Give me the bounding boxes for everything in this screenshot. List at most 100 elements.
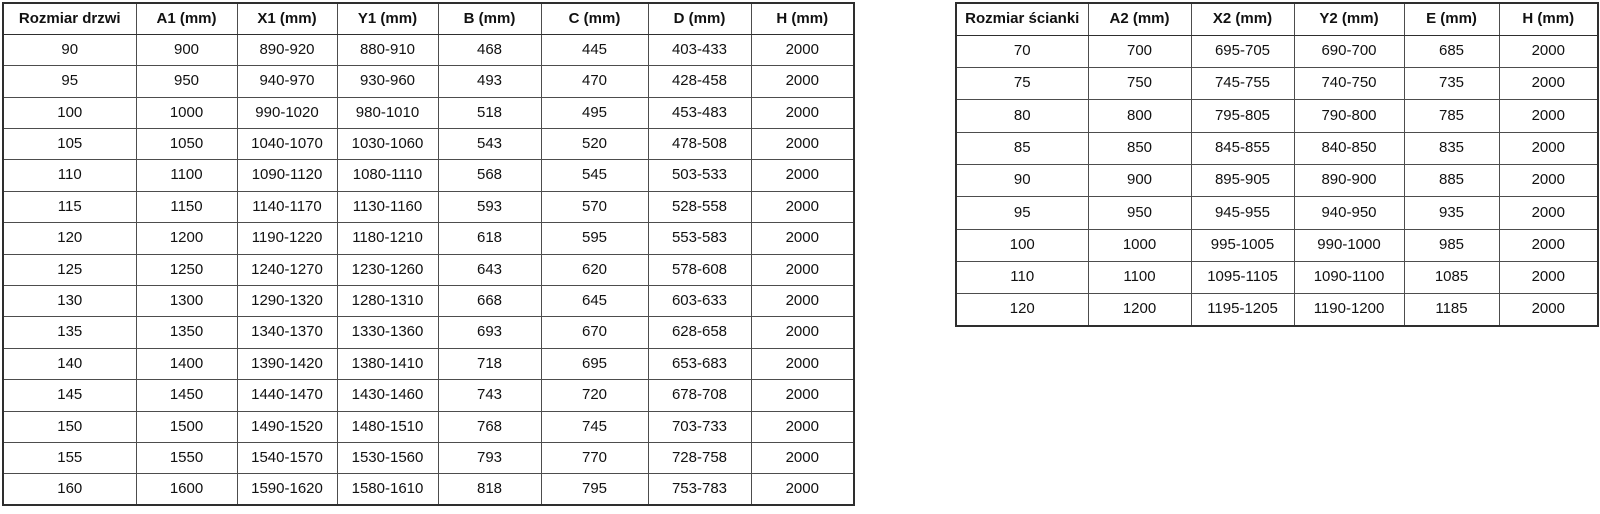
table-cell: 1100 [135,159,238,192]
table-cell: 100 [2,96,137,130]
table-cell: 790-800 [1293,99,1405,133]
table-cell: 403-433 [647,33,752,67]
table-cell: 695 [540,347,649,381]
table-cell: 690-700 [1293,34,1405,69]
table-cell: 618 [437,222,542,255]
table-row: 120 1200 1195-1205 1190-1200 1185 2000 [955,293,1599,327]
table-cell: 990-1020 [236,96,338,130]
table-cell: 1190-1220 [236,222,338,255]
table-cell: 1090-1100 [1293,260,1405,295]
table-cell: 1330-1360 [336,316,439,349]
table-cell: 2000 [750,316,855,349]
table-row: 150 1500 1490-1520 1480-1510 768 745 703-733 20… [2,410,855,443]
table-cell: 678-708 [647,379,752,412]
table-cell: 160 [2,473,137,506]
column-header: C (mm) [540,2,649,35]
table-cell: 1400 [135,347,238,381]
column-header: D (mm) [647,2,752,35]
table-cell: 795-805 [1190,99,1295,133]
table-cell: 2000 [750,379,855,412]
table-row: 120 1200 1190-1220 1180-1210 618 595 553-583 20… [2,222,855,255]
table-cell: 453-483 [647,96,752,130]
table-cell: 130 [2,285,137,318]
table-cell: 743 [437,379,542,412]
table-cell: 800 [1087,99,1192,133]
table-cell: 700 [1087,34,1192,69]
table-cell: 468 [437,33,542,67]
table-cell: 890-900 [1293,163,1405,198]
wall-table-body: 70 700 695-705 690-700 685 2000 75 750 745-755 74… [955,34,1599,327]
table-cell: 578-608 [647,253,752,287]
column-header: Rozmiar ścianki [955,2,1089,36]
table-cell: 80 [955,99,1089,133]
table-cell: 880-910 [336,33,439,67]
table-cell: 1530-1560 [336,441,439,475]
table-cell: 520 [540,128,649,161]
table-cell: 1300 [135,285,238,318]
table-cell: 593 [437,190,542,224]
table-cell: 668 [437,285,542,318]
table-cell: 2000 [1498,67,1599,101]
table-cell: 718 [437,347,542,381]
table-cell: 595 [540,222,649,255]
table-cell: 1090-1120 [236,159,338,192]
table-cell: 850 [1087,131,1192,165]
table-cell: 685 [1403,34,1500,69]
table-cell: 2000 [750,253,855,287]
table-cell: 795 [540,473,649,506]
table-cell: 1380-1410 [336,347,439,381]
table-cell: 845-855 [1190,131,1295,165]
table-cell: 1080-1110 [336,159,439,192]
table-cell: 150 [2,410,137,443]
table-row: 145 1450 1440-1470 1430-1460 743 720 678-708 20… [2,379,855,412]
table-cell: 768 [437,410,542,443]
table-cell: 85 [955,131,1089,165]
table-cell: 620 [540,253,649,287]
table-cell: 735 [1403,67,1500,101]
table-cell: 90 [2,33,137,67]
table-cell: 1550 [135,441,238,475]
table-cell: 720 [540,379,649,412]
table-cell: 493 [437,65,542,98]
table-cell: 628-658 [647,316,752,349]
table-cell: 835 [1403,131,1500,165]
wall-size-table: Rozmiar ścianki A2 (mm) X2 (mm) Y2 (mm) E (m… [955,2,1599,327]
table-cell: 940-970 [236,65,338,98]
table-cell: 2000 [1498,293,1599,327]
table-cell: 1180-1210 [336,222,439,255]
table-cell: 145 [2,379,137,412]
table-cell: 895-905 [1190,163,1295,198]
table-cell: 105 [2,128,137,161]
table-cell: 1040-1070 [236,128,338,161]
table-cell: 1600 [135,473,238,506]
table-cell: 1280-1310 [336,285,439,318]
table-cell: 528-558 [647,190,752,224]
table-cell: 885 [1403,163,1500,198]
table-cell: 2000 [750,410,855,443]
table-cell: 110 [2,159,137,192]
table-cell: 135 [2,316,137,349]
table-cell: 495 [540,96,649,130]
column-header: X2 (mm) [1190,2,1295,36]
table-cell: 470 [540,65,649,98]
column-header: Y1 (mm) [336,2,439,35]
table-cell: 1390-1420 [236,347,338,381]
table-row: 95 950 945-955 940-950 935 2000 [955,196,1599,230]
table-cell: 1185 [1403,293,1500,327]
table-cell: 1050 [135,128,238,161]
table-cell: 1290-1320 [236,285,338,318]
table-cell: 1230-1260 [336,253,439,287]
table-cell: 2000 [750,222,855,255]
table-cell: 518 [437,96,542,130]
table-cell: 568 [437,159,542,192]
table-cell: 2000 [750,285,855,318]
table-cell: 693 [437,316,542,349]
table-cell: 890-920 [236,33,338,67]
table-cell: 2000 [1498,228,1599,262]
table-cell: 670 [540,316,649,349]
table-row: 75 750 745-755 740-750 735 2000 [955,67,1599,101]
table-cell: 125 [2,253,137,287]
table-row: 115 1150 1140-1170 1130-1160 593 570 528-558 20… [2,190,855,224]
table-row: 130 1300 1290-1320 1280-1310 668 645 603-633 20… [2,285,855,318]
table-row: 90 900 890-920 880-910 468 445 403-433 2000 [2,33,855,67]
